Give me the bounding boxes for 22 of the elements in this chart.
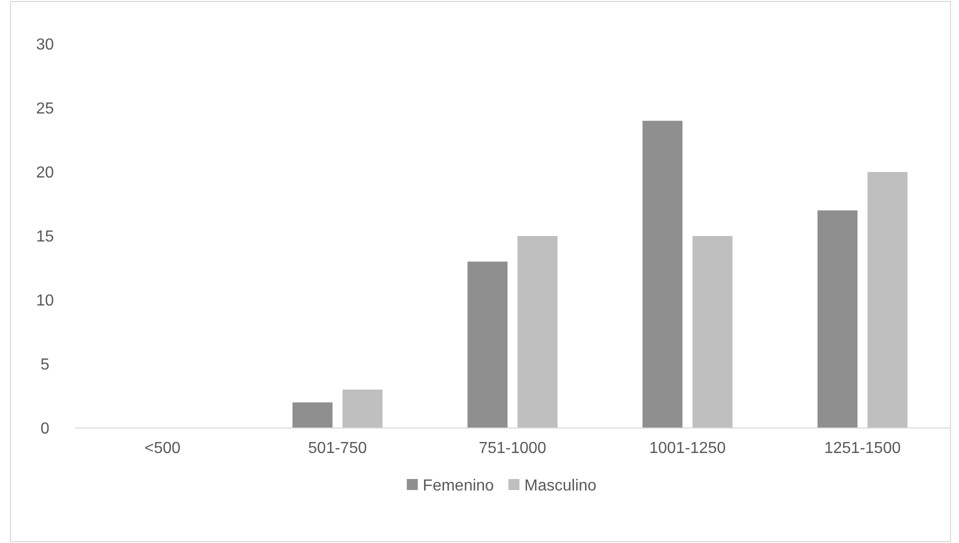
legend-label: Masculino bbox=[524, 478, 597, 495]
bar bbox=[292, 402, 332, 428]
y-tick-label: 20 bbox=[36, 164, 54, 182]
x-tick-label: 751-1000 bbox=[478, 440, 546, 457]
bar bbox=[868, 172, 908, 428]
y-tick-label: 30 bbox=[36, 36, 54, 54]
x-tick-label: 501-750 bbox=[308, 440, 367, 457]
bar bbox=[342, 390, 382, 428]
y-tick-label: 25 bbox=[36, 100, 54, 118]
bar bbox=[468, 262, 508, 428]
x-tick-label: <500 bbox=[144, 440, 181, 457]
legend-label: Femenino bbox=[422, 478, 494, 495]
y-tick-label: 0 bbox=[40, 420, 50, 438]
bar bbox=[818, 210, 858, 428]
bar bbox=[518, 236, 558, 428]
y-tick-label: 10 bbox=[36, 292, 54, 310]
y-tick-label: 5 bbox=[40, 356, 50, 374]
bar bbox=[692, 236, 732, 428]
x-tick-label: 1001-1250 bbox=[649, 440, 726, 457]
bar bbox=[642, 120, 682, 428]
y-tick-label: 15 bbox=[36, 228, 54, 246]
x-tick-label: 1251-1500 bbox=[824, 440, 901, 457]
